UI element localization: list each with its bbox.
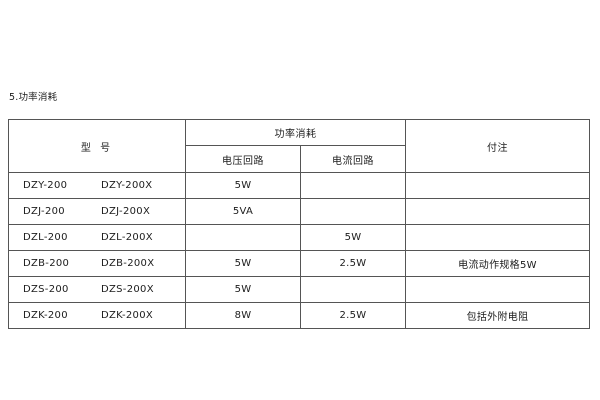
table-header-row-top: 型 号 功率消耗 付注 (8, 119, 590, 173)
header-model: 型 号 (8, 119, 186, 173)
cell-model: DZB-200 DZB-200X (8, 250, 186, 277)
power-consumption-table: 型 号 功率消耗 付注 电压回路 电流回路 DZY-200 DZY-200X (8, 119, 590, 329)
cell-note (405, 198, 590, 225)
cell-current-circuit (300, 198, 406, 225)
cell-current-circuit: 2.5W (300, 250, 406, 277)
cell-model: DZS-200 DZS-200X (8, 276, 186, 303)
header-note: 付注 (405, 119, 590, 173)
cell-model: DZY-200 DZY-200X (8, 172, 186, 199)
model-name-secondary: DZB-200X (101, 258, 155, 269)
table-row: DZS-200 DZS-200X 5W (8, 276, 590, 303)
cell-model: DZJ-200 DZJ-200X (8, 198, 186, 225)
cell-note (405, 172, 590, 199)
header-power-consumption: 功率消耗 (185, 119, 406, 146)
table-row: DZK-200 DZK-200X 8W 2.5W 包括外附电阻 (8, 302, 590, 329)
model-name-secondary: DZK-200X (101, 310, 154, 321)
model-name-primary: DZS-200 (23, 284, 69, 295)
power-consumption-table-wrapper: 型 号 功率消耗 付注 电压回路 电流回路 DZY-200 DZY-200X (8, 119, 590, 329)
table-row: DZJ-200 DZJ-200X 5VA (8, 198, 590, 225)
cell-current-circuit: 5W (300, 224, 406, 251)
cell-note: 电流动作规格5W (405, 250, 590, 277)
model-name-primary: DZB-200 (23, 258, 70, 269)
model-name-secondary: DZJ-200X (101, 206, 151, 217)
cell-current-circuit: 2.5W (300, 302, 406, 329)
model-name-secondary: DZY-200X (101, 180, 153, 191)
cell-voltage-circuit (185, 224, 301, 251)
cell-voltage-circuit: 5VA (185, 198, 301, 225)
cell-voltage-circuit: 5W (185, 250, 301, 277)
cell-current-circuit (300, 276, 406, 303)
model-name-primary: DZK-200 (23, 310, 68, 321)
cell-model: DZL-200 DZL-200X (8, 224, 186, 251)
header-voltage-circuit: 电压回路 (185, 145, 301, 173)
model-name-secondary: DZS-200X (101, 284, 154, 295)
header-current-circuit: 电流回路 (300, 145, 406, 173)
model-name-primary: DZY-200 (23, 180, 68, 191)
cell-current-circuit (300, 172, 406, 199)
table-row: DZL-200 DZL-200X 5W (8, 224, 590, 251)
section-title: 5.功率消耗 (9, 92, 58, 103)
cell-note (405, 224, 590, 251)
model-name-secondary: DZL-200X (101, 232, 153, 243)
table-row: DZB-200 DZB-200X 5W 2.5W 电流动作规格5W (8, 250, 590, 277)
cell-voltage-circuit: 5W (185, 172, 301, 199)
table-row: DZY-200 DZY-200X 5W (8, 172, 590, 199)
model-name-primary: DZL-200 (23, 232, 68, 243)
cell-voltage-circuit: 8W (185, 302, 301, 329)
table-header: 型 号 功率消耗 付注 电压回路 电流回路 (8, 119, 590, 173)
model-name-primary: DZJ-200 (23, 206, 65, 217)
table-header-row-sub: 电压回路 电流回路 (9, 145, 590, 173)
cell-note: 包括外附电阻 (405, 302, 590, 329)
cell-note (405, 276, 590, 303)
cell-voltage-circuit: 5W (185, 276, 301, 303)
cell-model: DZK-200 DZK-200X (8, 302, 186, 329)
table-body: DZY-200 DZY-200X 5W DZJ-200 DZJ-200X 5VA (8, 172, 590, 329)
